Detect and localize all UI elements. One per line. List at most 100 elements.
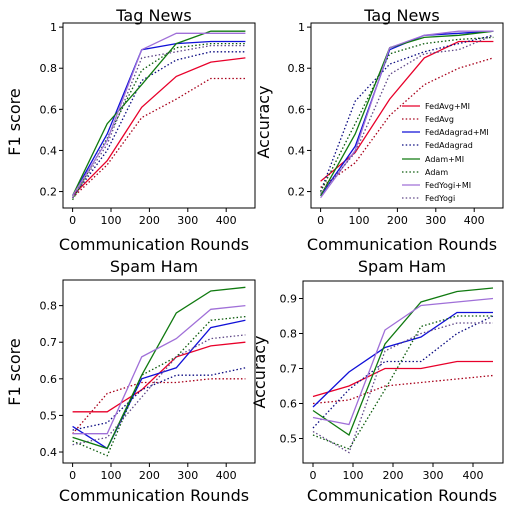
series-line-fedadagrad bbox=[319, 34, 494, 192]
x-tick-label: 0 bbox=[317, 214, 324, 227]
x-tick-label: 100 bbox=[343, 469, 364, 482]
y-tick-label: 0.2 bbox=[288, 186, 306, 199]
plot-frame bbox=[302, 280, 504, 464]
x-tick-label: 0 bbox=[69, 469, 76, 482]
panel-title: Tag News bbox=[115, 6, 191, 25]
legend-entry: FedYogi bbox=[402, 194, 455, 203]
y-tick-label: 0.7 bbox=[280, 363, 298, 376]
legend-label: FedYogi+MI bbox=[425, 181, 471, 190]
y-tick-label: 0.2 bbox=[40, 186, 58, 199]
series-line-fedavg bbox=[72, 77, 246, 199]
series-line-adam-plus-mi bbox=[312, 287, 494, 436]
legend-entry: FedYogi+MI bbox=[402, 181, 471, 190]
series-line-adam bbox=[72, 315, 246, 457]
series-line-adam bbox=[320, 36, 494, 192]
series-line-fedavg-plus-mi bbox=[320, 40, 494, 182]
series-line-fedadagrad-plus-mi bbox=[72, 40, 246, 197]
series-line-adam-plus-mi bbox=[320, 30, 494, 197]
x-tick-label: 100 bbox=[349, 214, 370, 227]
series-line-fedyogi-plus-mi bbox=[72, 32, 246, 197]
y-tick-label: 0.8 bbox=[280, 328, 298, 341]
series-line-fedyogi-plus-mi bbox=[312, 297, 494, 426]
y-tick-label: 0.4 bbox=[40, 144, 58, 157]
series-line-fedadagrad-plus-mi bbox=[320, 30, 494, 197]
x-tick-label: 200 bbox=[139, 469, 160, 482]
series-line-adam-plus-mi bbox=[72, 30, 246, 196]
panel-title: Spam Ham bbox=[358, 257, 446, 276]
x-tick-label: 300 bbox=[423, 469, 444, 482]
x-tick-label: 300 bbox=[177, 469, 198, 482]
legend-entry: FedAdagrad bbox=[402, 141, 473, 150]
x-tick-label: 300 bbox=[177, 214, 198, 227]
legend-label: Adam+MI bbox=[425, 155, 464, 164]
y-tick-label: 0.8 bbox=[40, 62, 58, 75]
series-line-fedavg bbox=[320, 57, 494, 188]
x-axis-label: Communication Rounds bbox=[307, 235, 497, 254]
y-tick-label: 0.9 bbox=[280, 293, 298, 306]
legend-label: FedAdagrad+MI bbox=[425, 128, 489, 137]
panel-title: Spam Ham bbox=[110, 257, 198, 276]
legend-entry: FedAdagrad+MI bbox=[402, 128, 489, 137]
series-line-fedyogi bbox=[312, 322, 493, 454]
y-tick-label: 0.6 bbox=[288, 103, 306, 116]
y-tick-label: 0.7 bbox=[40, 336, 58, 349]
legend-entry: FedAvg bbox=[402, 115, 454, 124]
series-line-adam-plus-mi bbox=[72, 286, 246, 450]
x-tick-label: 100 bbox=[101, 214, 122, 227]
plot-area: 0 100 200 300 400 0.2 0.4 0.6 0.8 1 bbox=[40, 21, 256, 227]
x-tick-label: 200 bbox=[387, 214, 408, 227]
x-tick-label: 400 bbox=[216, 469, 237, 482]
legend-entry: Adam bbox=[402, 168, 448, 177]
series-line-fedyogi bbox=[72, 334, 246, 446]
y-tick-label: 0.8 bbox=[288, 62, 306, 75]
panel-spam-ham-accuracy: Spam Ham Communication Rounds Accuracy 0… bbox=[250, 257, 504, 505]
x-tick-label: 100 bbox=[101, 469, 122, 482]
y-tick-label: 0.6 bbox=[40, 103, 58, 116]
series-line-fedyogi-plus-mi bbox=[320, 30, 494, 199]
x-axis-label: Communication Rounds bbox=[59, 486, 249, 505]
y-tick-label: 0.8 bbox=[40, 300, 58, 313]
plot-frame bbox=[62, 22, 256, 209]
plot-area: 0 100 200 300 400 0.5 0.6 0.7 0.8 0.9 bbox=[280, 280, 504, 482]
series-line-fedyogi-plus-mi bbox=[72, 304, 246, 435]
x-tick-label: 0 bbox=[310, 469, 317, 482]
legend-entry: Adam+MI bbox=[402, 155, 464, 164]
panel-tag-news-accuracy: Tag News Communication Rounds Accuracy 0… bbox=[254, 6, 504, 254]
x-tick-label: 400 bbox=[216, 214, 237, 227]
legend-entry: FedAvg+MI bbox=[402, 102, 470, 111]
series-line-fedyogi bbox=[72, 44, 246, 199]
x-tick-label: 400 bbox=[463, 469, 484, 482]
series-line-adam bbox=[312, 315, 493, 450]
series-line-fedadagrad bbox=[72, 51, 246, 199]
series-line-fedavg-plus-mi bbox=[312, 360, 493, 398]
x-tick-label: 300 bbox=[425, 214, 446, 227]
series-line-fedavg bbox=[312, 374, 494, 405]
y-tick-label: 0.4 bbox=[40, 446, 58, 459]
y-tick-label: 0.6 bbox=[280, 398, 298, 411]
y-axis-label: F1 score bbox=[5, 338, 24, 405]
plot-frame bbox=[62, 279, 256, 464]
x-tick-label: 200 bbox=[139, 214, 160, 227]
x-tick-label: 0 bbox=[69, 214, 76, 227]
legend-label: FedAdagrad bbox=[425, 141, 473, 150]
series-line-adam bbox=[72, 42, 246, 201]
y-tick-label: 0.5 bbox=[280, 433, 298, 446]
legend-label: FedYogi bbox=[425, 194, 455, 203]
series-line-fedavg bbox=[72, 378, 246, 435]
x-tick-label: 400 bbox=[464, 214, 485, 227]
plot-frame bbox=[310, 22, 504, 209]
y-tick-label: 1 bbox=[298, 21, 305, 34]
plot-area: 0 100 200 300 400 0.4 0.5 0.6 0.7 0.8 bbox=[40, 279, 256, 482]
panel-title: Tag News bbox=[363, 6, 439, 25]
panel-tag-news-f1: Tag News Communication Rounds F1 score 0… bbox=[5, 6, 256, 254]
legend-label: FedAvg bbox=[425, 115, 454, 124]
y-axis-label: Accuracy bbox=[250, 335, 269, 408]
legend-label: FedAvg+MI bbox=[425, 102, 470, 111]
series-line-fedadagrad-plus-mi bbox=[312, 311, 493, 408]
series-line-fedyogi bbox=[320, 34, 494, 195]
x-axis-label: Communication Rounds bbox=[59, 235, 249, 254]
y-axis-label: Accuracy bbox=[254, 85, 273, 158]
legend: FedAvg+MI FedAvg FedAdagrad+MI FedAdagra… bbox=[402, 102, 489, 203]
y-tick-label: 0.4 bbox=[288, 144, 306, 157]
